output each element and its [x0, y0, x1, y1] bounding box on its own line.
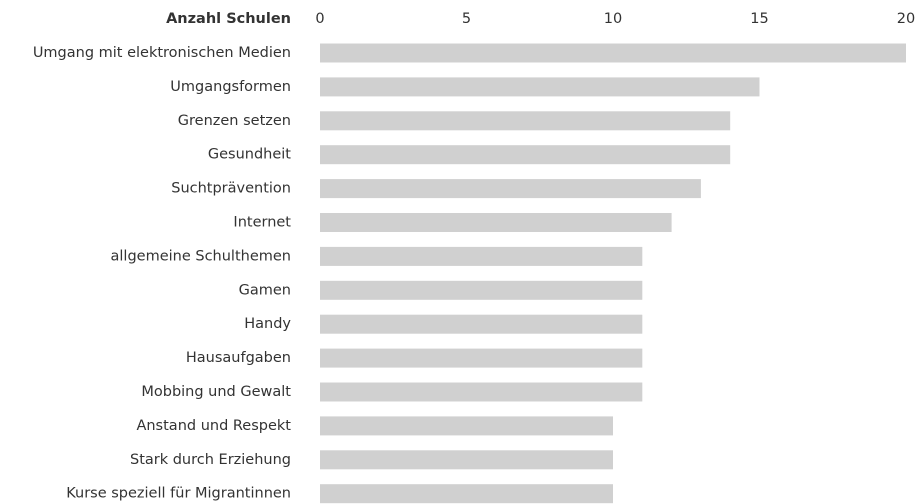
y-tick-label: Umgang mit elektronischen Medien	[33, 45, 291, 61]
y-tick-label: Hausaufgaben	[186, 350, 291, 366]
bar	[320, 111, 731, 131]
bar	[320, 77, 760, 97]
bar	[320, 145, 731, 165]
y-tick-label: Internet	[233, 215, 291, 231]
y-tick-label: Grenzen setzen	[178, 113, 291, 129]
bar	[320, 416, 613, 436]
y-tick-label: Gamen	[239, 282, 291, 298]
y-tick-label: Suchtprävention	[171, 181, 291, 197]
y-tick-label: Mobbing und Gewalt	[141, 384, 291, 400]
bar	[320, 43, 906, 63]
y-tick-label: Kurse speziell für Migrantinnen	[66, 486, 291, 502]
bar	[320, 246, 643, 266]
bar	[320, 450, 613, 470]
y-tick-label: Anstand und Respekt	[136, 418, 291, 434]
x-tick-label: 5	[462, 11, 471, 27]
axis-label: Anzahl Schulen	[166, 11, 291, 27]
bar	[320, 382, 643, 402]
y-tick-label: Handy	[244, 316, 291, 332]
y-tick-label: allgemeine Schulthemen	[111, 248, 291, 264]
bar	[320, 314, 643, 334]
bar	[320, 484, 613, 504]
bar	[320, 348, 643, 368]
y-tick-label: Stark durch Erziehung	[130, 452, 291, 468]
y-tick-label: Gesundheit	[208, 147, 291, 163]
bar	[320, 280, 643, 300]
x-tick-label: 0	[315, 11, 324, 27]
x-tick-label: 20	[897, 11, 915, 27]
y-tick-label: Umgangsformen	[170, 79, 291, 95]
x-tick-label: 15	[750, 11, 768, 27]
bar	[320, 213, 672, 232]
x-tick-label: 10	[604, 11, 622, 27]
bar	[320, 179, 701, 199]
